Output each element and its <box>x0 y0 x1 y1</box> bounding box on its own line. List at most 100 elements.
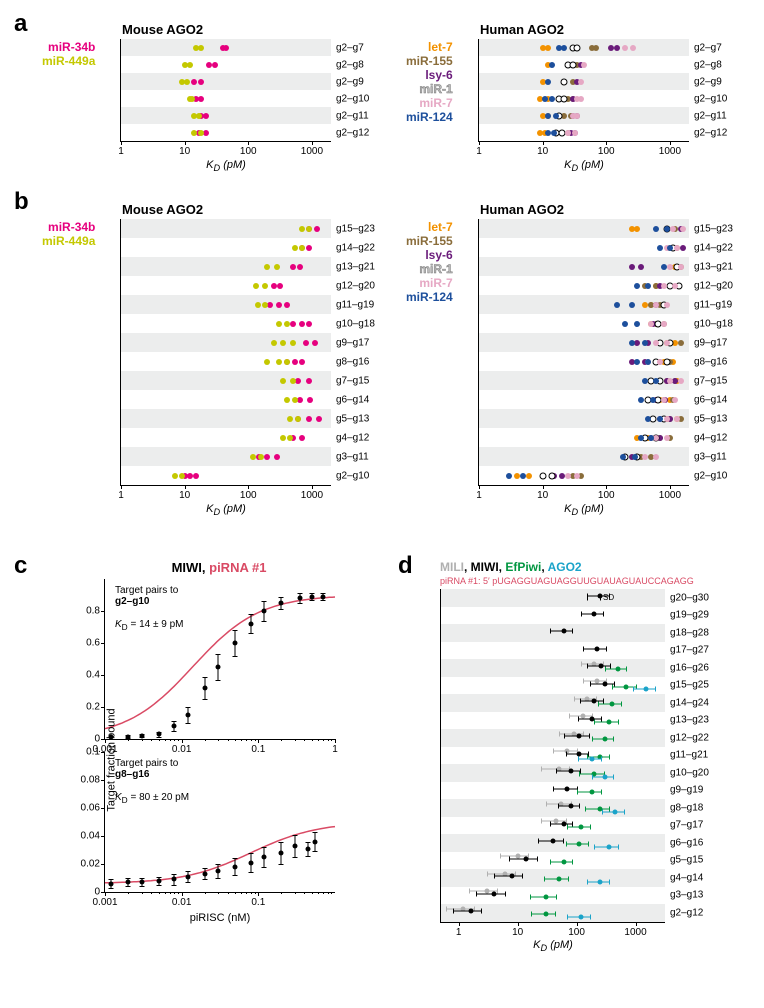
data-point <box>202 871 207 876</box>
legend-item: miR-449a <box>42 54 95 68</box>
data-point <box>264 454 270 460</box>
data-point <box>578 79 584 85</box>
row-label: g8–g16 <box>336 356 386 367</box>
error-cap <box>446 906 447 911</box>
data-point <box>156 732 161 737</box>
error-cap <box>592 737 593 742</box>
data-point <box>284 321 290 327</box>
error-cap <box>572 859 573 864</box>
error-cap <box>298 603 303 604</box>
row-label: g7–g17 <box>670 820 720 831</box>
data-point <box>184 79 190 85</box>
error-cap <box>233 656 238 657</box>
row-label: g3–g13 <box>670 890 720 901</box>
data-point <box>606 719 611 724</box>
data-point <box>198 96 204 102</box>
x-minor-tick <box>328 892 329 894</box>
error-cap <box>550 821 551 826</box>
data-point <box>589 789 594 794</box>
x-minor-tick <box>151 892 152 894</box>
row-label: g2–g12 <box>670 907 720 918</box>
x-minor-tick <box>323 892 324 894</box>
data-point <box>280 378 286 384</box>
data-point <box>203 113 209 119</box>
data-point <box>126 880 131 885</box>
x-minor-tick <box>281 739 282 741</box>
plot-area: g2–g7g2–g8g2–g9g2–g10g2–g11g2–g121101001… <box>478 39 689 142</box>
error-cap <box>172 885 177 886</box>
row-label: g3–g11 <box>336 451 386 462</box>
data-point <box>267 302 273 308</box>
x-tick <box>182 892 183 896</box>
legend-item: miR-7 <box>406 276 453 290</box>
error-cap <box>590 914 591 919</box>
data-point <box>643 687 648 692</box>
x-tick <box>606 485 607 489</box>
y-axis-label: Target fraction bound <box>106 708 118 811</box>
error-cap <box>601 789 602 794</box>
x-tick-label: 1000 <box>659 490 681 501</box>
x-tick <box>606 141 607 145</box>
row-label: g5–g15 <box>670 855 720 866</box>
data-point <box>614 45 620 51</box>
x-minor-tick <box>295 892 296 894</box>
x-minor-tick <box>178 739 179 741</box>
data-point <box>543 894 548 899</box>
row-label: g20–g30 <box>670 592 720 603</box>
plot-band <box>121 447 331 466</box>
error-cap <box>626 667 627 672</box>
data-point <box>577 751 582 756</box>
data-point <box>638 435 644 441</box>
row-label: g10–g18 <box>694 318 744 329</box>
data-point <box>203 130 209 136</box>
x-minor-tick <box>246 892 247 894</box>
error-cap <box>579 772 580 777</box>
error-cap <box>306 856 311 857</box>
row-label: g2–g10 <box>694 93 744 104</box>
x-minor-tick <box>159 892 160 894</box>
x-tick-label: 10 <box>179 146 190 157</box>
x-minor-tick <box>165 739 166 741</box>
data-point <box>316 416 322 422</box>
row-label: g4–g14 <box>670 872 720 883</box>
data-point <box>620 454 626 460</box>
data-point <box>664 340 670 346</box>
data-point <box>574 473 580 479</box>
data-point <box>678 264 684 270</box>
x-tick <box>636 922 637 926</box>
error-cap <box>555 912 556 917</box>
data-point <box>172 473 178 479</box>
x-minor-tick <box>218 739 219 741</box>
x-minor-tick <box>174 892 175 894</box>
data-point <box>568 804 573 809</box>
data-point <box>312 340 318 346</box>
data-point <box>306 226 312 232</box>
data-point <box>561 629 566 634</box>
row-label: g6–g14 <box>336 394 386 405</box>
data-point <box>551 130 557 136</box>
y-tick-label: 0 <box>75 887 100 898</box>
annotation-text: Target pairs tog8–g16 <box>115 758 178 780</box>
y-tick-label: 0.1 <box>75 747 100 758</box>
data-point <box>561 95 568 102</box>
data-point <box>287 416 293 422</box>
row-label: g6–g14 <box>694 394 744 405</box>
error-cap <box>581 661 582 666</box>
x-axis-label: KD (pM) <box>206 159 246 173</box>
error-bar <box>453 911 481 912</box>
data-point <box>638 264 644 270</box>
plot-area: SDg20–g30g19–g29g18–g28g17–g27g16–g26g15… <box>440 589 665 923</box>
row-label: g8–g18 <box>670 802 720 813</box>
x-minor-tick <box>128 892 129 894</box>
row-label: g9–g17 <box>694 337 744 348</box>
error-cap <box>313 851 318 852</box>
row-label: g14–g22 <box>694 242 744 253</box>
x-tick-label: 0.01 <box>172 897 191 908</box>
data-point <box>565 786 570 791</box>
data-point <box>592 611 597 616</box>
data-point <box>549 96 555 102</box>
plot-area: g2–g7g2–g8g2–g9g2–g10g2–g11g2–g121101001… <box>120 39 331 142</box>
series-legend: let-7miR-155lsy-6miR-1miR-7miR-124 <box>406 220 453 304</box>
error-cap <box>321 600 326 601</box>
data-point <box>274 264 280 270</box>
